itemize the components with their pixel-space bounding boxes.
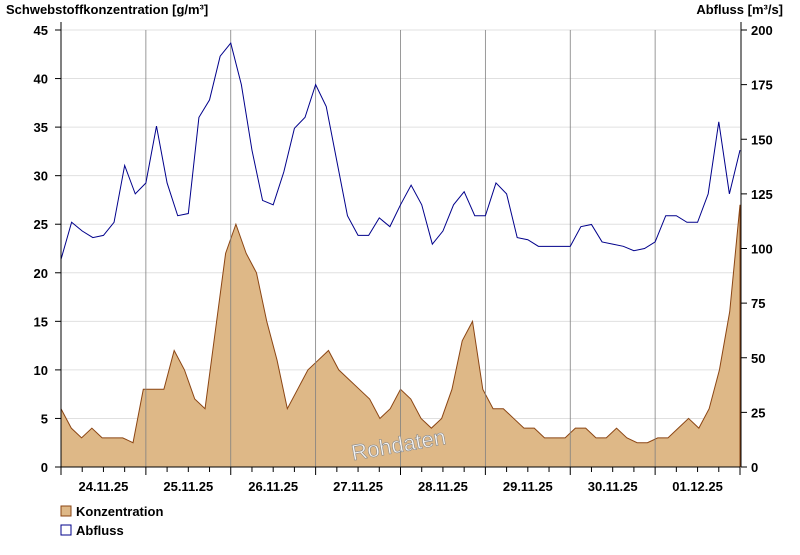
left-tick-label: 5 <box>41 411 48 426</box>
x-tick-label: 29.11.25 <box>503 479 553 494</box>
x-tick-label: 27.11.25 <box>333 479 383 494</box>
right-tick-label: 175 <box>751 78 773 93</box>
legend-swatch-concentration <box>60 505 72 517</box>
legend-label-discharge: Abfluss <box>76 523 124 538</box>
right-tick-label: 150 <box>751 132 773 147</box>
right-tick-label: 50 <box>751 351 765 366</box>
x-tick-label: 25.11.25 <box>163 479 213 494</box>
legend-label-concentration: Konzentration <box>76 504 163 519</box>
left-tick-label: 25 <box>34 217 48 232</box>
x-tick-label: 01.12.25 <box>672 479 723 494</box>
axes: 0 5 10 15 20 25 30 35 40 45 0 25 50 75 100 125 150 175 200… <box>34 22 773 494</box>
left-tick-label: 30 <box>34 169 48 184</box>
legend: Konzentration Abfluss <box>60 504 163 538</box>
right-tick-label: 200 <box>751 23 773 38</box>
discharge-line <box>60 42 741 260</box>
left-tick-label: 0 <box>41 460 48 475</box>
right-tick-label: 25 <box>751 405 765 420</box>
x-tick-label: 28.11.25 <box>418 479 468 494</box>
right-tick-label: 125 <box>751 187 773 202</box>
x-tick-label: 24.11.25 <box>78 479 128 494</box>
left-tick-label: 20 <box>34 266 48 281</box>
right-tick-label: 75 <box>751 296 765 311</box>
left-tick-label: 15 <box>34 314 48 329</box>
left-tick-label: 45 <box>34 23 48 38</box>
left-tick-label: 10 <box>34 363 48 378</box>
left-axis-title: Schwebstoffkonzentration [g/m³] <box>6 2 208 17</box>
x-tick-label: 26.11.25 <box>248 479 298 494</box>
left-tick-label: 40 <box>34 72 48 87</box>
day-lines <box>145 30 656 467</box>
right-axis-title: Abfluss [m³/s] <box>696 2 783 17</box>
left-tick-label: 35 <box>34 120 48 135</box>
legend-swatch-discharge <box>60 524 72 536</box>
right-tick-label: 0 <box>751 460 758 475</box>
right-tick-label: 100 <box>751 242 773 257</box>
x-tick-label: 30.11.25 <box>588 479 638 494</box>
